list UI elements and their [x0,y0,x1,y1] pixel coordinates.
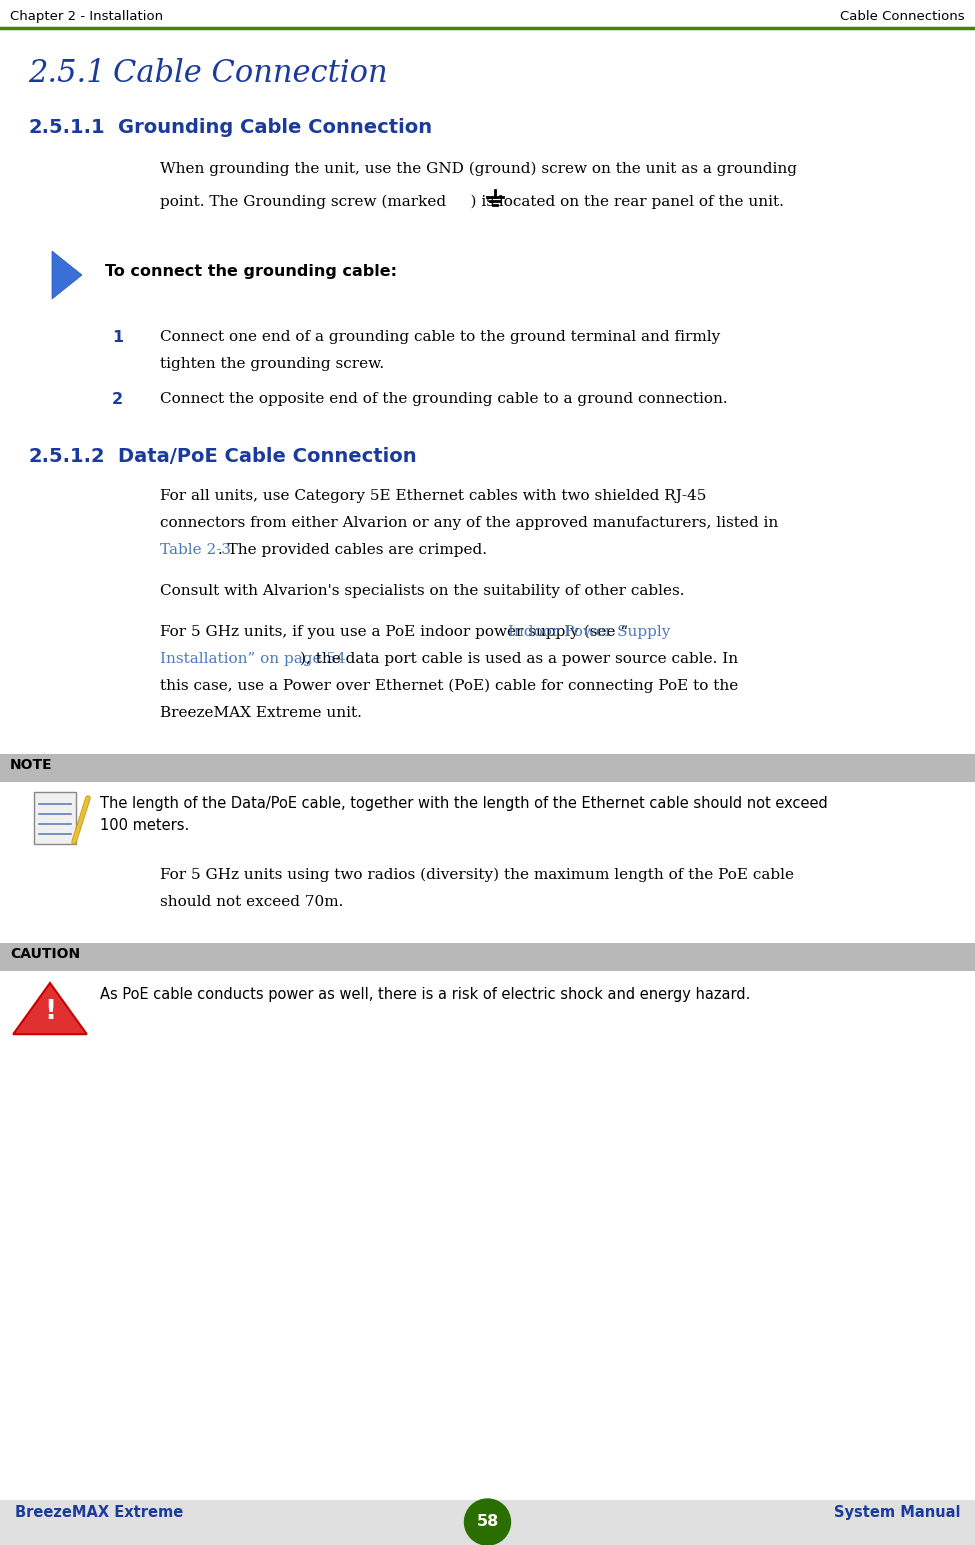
Bar [0,942,975,970]
Polygon shape [14,983,87,1034]
Text: . The provided cables are crimped.: . The provided cables are crimped. [218,542,487,558]
Text: 1: 1 [112,331,123,345]
Text: Indoor Power Supply: Indoor Power Supply [508,626,671,640]
Text: this case, use a Power over Ethernet (PoE) cable for connecting PoE to the: this case, use a Power over Ethernet (Po… [160,678,738,694]
Text: For 5 GHz units, if you use a PoE indoor power supply (see “: For 5 GHz units, if you use a PoE indoor… [160,626,628,640]
Text: For 5 GHz units using two radios (diversity) the maximum length of the PoE cable: For 5 GHz units using two radios (divers… [160,868,794,882]
Text: point. The Grounding screw (marked     ) is located on the rear panel of the uni: point. The Grounding screw (marked ) is … [160,195,784,210]
Text: To connect the grounding cable:: To connect the grounding cable: [105,264,397,280]
Text: 2: 2 [112,392,123,406]
Text: Consult with Alvarion's specialists on the suitability of other cables.: Consult with Alvarion's specialists on t… [160,584,684,598]
Text: Data/PoE Cable Connection: Data/PoE Cable Connection [118,447,416,467]
Text: NOTE: NOTE [10,759,53,772]
Text: ), the data port cable is used as a power source cable. In: ), the data port cable is used as a powe… [300,652,738,666]
Text: When grounding the unit, use the GND (ground) screw on the unit as a grounding: When grounding the unit, use the GND (gr… [160,162,797,176]
Text: Cable Connection: Cable Connection [113,59,388,90]
Text: tighten the grounding screw.: tighten the grounding screw. [160,357,384,371]
Text: Connect one end of a grounding cable to the ground terminal and firmly: Connect one end of a grounding cable to … [160,331,721,345]
Text: 2.5.1: 2.5.1 [28,59,105,90]
Text: 58: 58 [477,1514,498,1530]
Text: Table 2-3: Table 2-3 [160,542,231,558]
Text: As PoE cable conducts power as well, there is a risk of electric shock and energ: As PoE cable conducts power as well, the… [100,987,751,1003]
Text: BreezeMAX Extreme: BreezeMAX Extreme [15,1505,183,1520]
Bar [0,754,975,782]
Text: Chapter 2 - Installation: Chapter 2 - Installation [10,9,163,23]
Circle shape [464,1499,511,1545]
Text: Grounding Cable Connection: Grounding Cable Connection [118,117,432,138]
Polygon shape [52,250,82,300]
Text: System Manual: System Manual [834,1505,960,1520]
Text: For all units, use Category 5E Ethernet cables with two shielded RJ-45: For all units, use Category 5E Ethernet … [160,490,706,504]
Text: should not exceed 70m.: should not exceed 70m. [160,895,343,908]
Bar [0,1500,975,1545]
Text: Installation” on page 54: Installation” on page 54 [160,652,346,666]
Text: 2.5.1.2: 2.5.1.2 [28,447,104,467]
FancyBboxPatch shape [34,793,76,844]
Text: 100 meters.: 100 meters. [100,817,189,833]
Text: The length of the Data/PoE cable, together with the length of the Ethernet cable: The length of the Data/PoE cable, togeth… [100,796,828,811]
Text: connectors from either Alvarion or any of the approved manufacturers, listed in: connectors from either Alvarion or any o… [160,516,778,530]
Text: Connect the opposite end of the grounding cable to a ground connection.: Connect the opposite end of the groundin… [160,392,727,406]
Text: CAUTION: CAUTION [10,947,80,961]
Text: Cable Connections: Cable Connections [840,9,965,23]
Text: 2.5.1.1: 2.5.1.1 [28,117,104,138]
Text: !: ! [44,1000,57,1024]
Text: BreezeMAX Extreme unit.: BreezeMAX Extreme unit. [160,706,362,720]
